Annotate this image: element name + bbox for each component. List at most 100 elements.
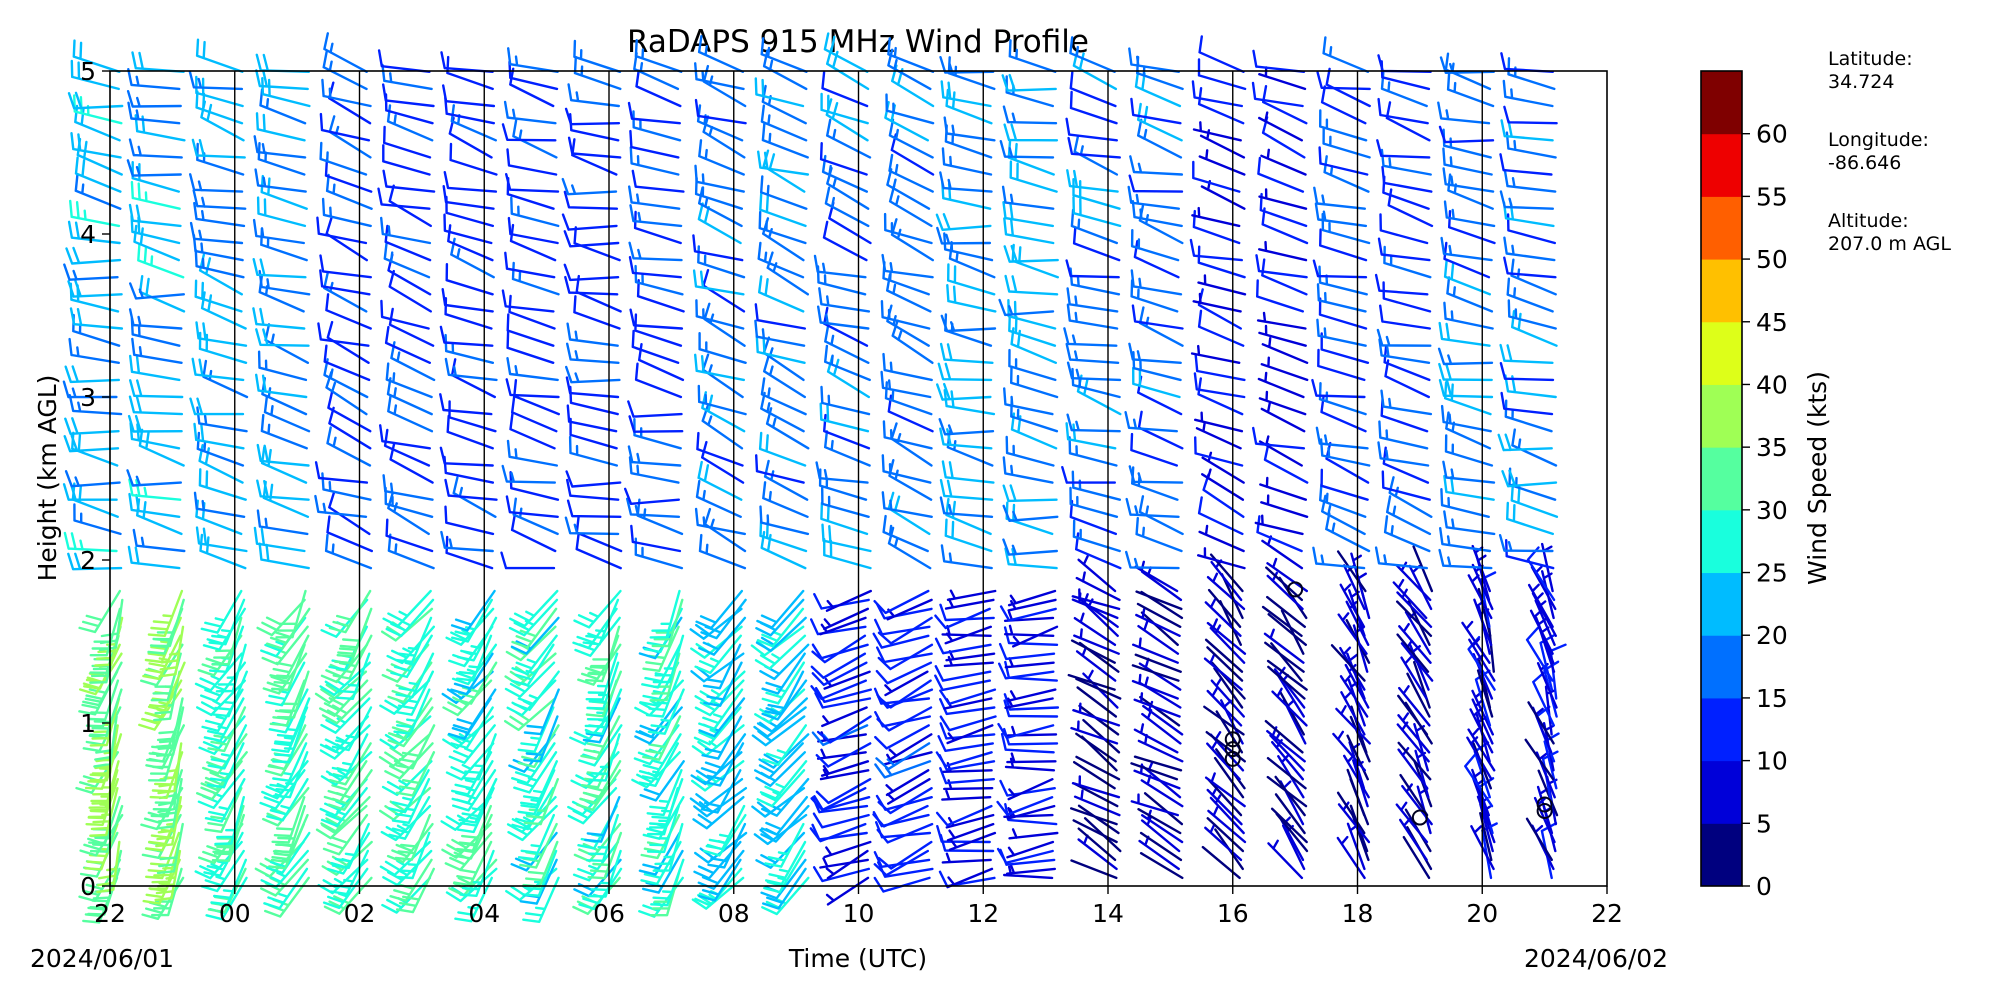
wind-barb (1442, 147, 1493, 176)
x-tick-label: 22 (1591, 899, 1623, 928)
wind-barb (1206, 572, 1246, 611)
wind-barb (272, 804, 306, 853)
wind-barb (450, 706, 494, 750)
wind-barb (78, 858, 122, 903)
wind-barb (1312, 546, 1366, 570)
wind-barb (627, 445, 682, 467)
wind-barb (1065, 342, 1120, 364)
wind-barb (1192, 160, 1241, 193)
wind-barb (1374, 273, 1429, 296)
wind-barb (452, 769, 497, 812)
wind-barb (573, 55, 622, 91)
wind-barb (887, 37, 935, 73)
wind-barb (384, 325, 431, 364)
wind-barb (1197, 309, 1245, 347)
wind-barb (1321, 212, 1371, 245)
wind-barb (812, 866, 870, 883)
wind-barb (566, 322, 619, 347)
wind-barb (127, 545, 181, 570)
wind-barb (454, 813, 493, 860)
wind-barb (320, 697, 371, 734)
wind-barb (67, 220, 121, 245)
wind-barb (565, 470, 622, 488)
wind-barb (1413, 660, 1431, 709)
wind-barb (440, 796, 492, 831)
wind-barb (698, 858, 742, 902)
colorbar (1701, 71, 1742, 887)
wind-barb (823, 32, 869, 73)
wind-barb (448, 400, 497, 433)
wind-barb (1134, 653, 1182, 673)
wind-barb (192, 189, 247, 210)
wind-barb (887, 394, 934, 433)
wind-barb (566, 404, 618, 433)
wind-barb (1271, 687, 1308, 727)
wind-barb (1438, 548, 1493, 570)
wind-barb (455, 804, 492, 852)
wind-barb (442, 185, 495, 210)
wind-barb (946, 284, 997, 313)
wind-barb (198, 468, 247, 501)
wind-barb (1072, 702, 1121, 727)
wind-barb (1197, 245, 1246, 279)
wind-barb (564, 107, 621, 126)
wind-barb (1073, 782, 1119, 808)
wind-barb (761, 724, 807, 766)
wind-barb (1077, 804, 1120, 835)
wind-barb (1258, 390, 1307, 416)
wind-barb (1443, 301, 1494, 330)
wind-barb (939, 698, 996, 716)
wind-barb (506, 439, 558, 467)
wind-barb (193, 491, 246, 518)
wind-barb (1204, 823, 1243, 862)
wind-barb (1004, 274, 1059, 296)
wind-barb (649, 589, 681, 639)
wind-barb (1316, 71, 1371, 91)
wind-barb (74, 173, 122, 210)
wind-barb (824, 344, 871, 382)
wind-barb (510, 513, 557, 553)
wind-barb (946, 867, 994, 889)
wind-barb (941, 789, 992, 801)
wind-barb (448, 724, 496, 764)
wind-barb (823, 840, 872, 859)
colorbar-tick-label: 45 (1756, 308, 1788, 337)
wind-barb (1444, 434, 1494, 467)
wind-barb (1265, 566, 1303, 602)
wind-barb (509, 589, 559, 628)
wind-barb (381, 643, 430, 683)
wind-barb (331, 822, 370, 869)
wind-barb (1379, 304, 1431, 330)
wind-barb (561, 177, 618, 196)
wind-barb (1377, 441, 1430, 467)
wind-barb (761, 661, 805, 705)
wind-barb (501, 464, 556, 484)
wind-barb (1503, 169, 1557, 193)
wind-barb (128, 395, 184, 416)
wind-barb (96, 840, 121, 894)
wind-barb (1444, 381, 1492, 416)
wind-barb (1008, 39, 1057, 73)
wind-barb (875, 661, 933, 685)
wind-barb (1075, 732, 1117, 763)
wind-barb (337, 607, 373, 655)
wind-barb (191, 357, 245, 382)
wind-barb (1315, 426, 1369, 450)
wind-barb (875, 742, 931, 771)
wind-barb (1078, 704, 1120, 736)
wind-barb (936, 226, 992, 245)
wind-barb (629, 308, 684, 330)
wind-barb (72, 39, 121, 73)
colorbar-segment (1701, 71, 1742, 135)
wind-barb (523, 715, 559, 763)
wind-barb (698, 139, 745, 176)
wind-barb (882, 352, 933, 382)
wind-barb (255, 53, 310, 73)
x-tick-label: 12 (967, 899, 999, 928)
wind-barb (882, 420, 933, 450)
wind-barb (79, 813, 124, 857)
wind-barb (451, 760, 494, 804)
wind-barb (447, 224, 494, 262)
wind-barb (440, 51, 494, 73)
wind-barb (877, 643, 934, 671)
